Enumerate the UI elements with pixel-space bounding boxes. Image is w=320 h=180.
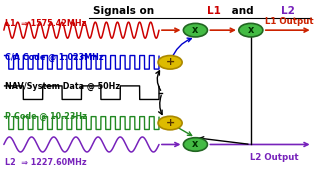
Text: x: x (192, 25, 198, 35)
Text: NAV/System Data @ 50Hz: NAV/System Data @ 50Hz (5, 82, 121, 91)
Text: C/A Code @ 1.023MHz: C/A Code @ 1.023MHz (5, 53, 104, 62)
Text: L2 Output: L2 Output (250, 153, 299, 162)
Text: L2: L2 (281, 6, 294, 16)
Text: and: and (228, 6, 258, 16)
Text: x: x (192, 140, 198, 149)
Text: x: x (248, 25, 254, 35)
Circle shape (239, 23, 263, 37)
Circle shape (158, 116, 182, 130)
Text: L2  ⇒ 1227.60MHz: L2 ⇒ 1227.60MHz (5, 158, 87, 167)
Text: Signals on: Signals on (92, 6, 157, 16)
Text: P-Code @ 10.23Hz: P-Code @ 10.23Hz (5, 112, 87, 122)
Text: +: + (165, 57, 175, 67)
Text: L1: L1 (207, 6, 221, 16)
Text: L1  ⇒ 1575.42MHz: L1 ⇒ 1575.42MHz (5, 19, 87, 28)
Text: L1 Output: L1 Output (265, 17, 313, 26)
Circle shape (183, 23, 207, 37)
Circle shape (183, 138, 207, 151)
Circle shape (158, 55, 182, 69)
Text: +: + (165, 118, 175, 128)
